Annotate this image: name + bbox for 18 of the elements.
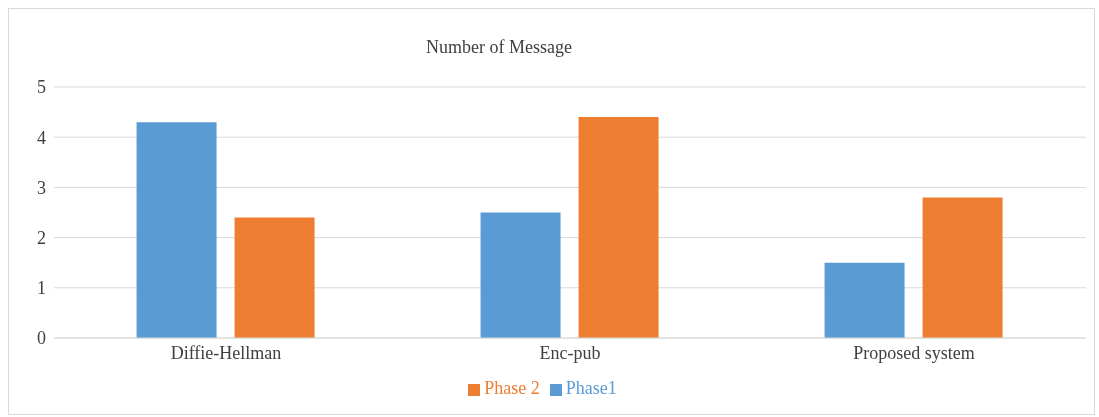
bar [922, 197, 1003, 338]
bar [824, 262, 905, 338]
y-tick-label: 5 [37, 77, 46, 98]
y-tick-label: 1 [37, 278, 46, 299]
bar [480, 212, 561, 338]
x-tick-label: Diffie-Hellman [170, 342, 282, 363]
bar [234, 217, 315, 338]
y-tick-label: 3 [37, 177, 46, 198]
x-tick-label: Enc-pub [539, 342, 601, 363]
chart-title: Number of Message [425, 37, 573, 58]
x-tick-label: Proposed system [853, 342, 975, 363]
legend-label: Phase1 [565, 378, 617, 398]
y-tick-label: 0 [37, 328, 46, 349]
y-tick-label: 2 [37, 227, 46, 248]
legend-label: Phase 2 [484, 378, 540, 398]
bar [578, 117, 659, 338]
bar [136, 122, 217, 338]
y-tick-label: 4 [37, 127, 46, 148]
